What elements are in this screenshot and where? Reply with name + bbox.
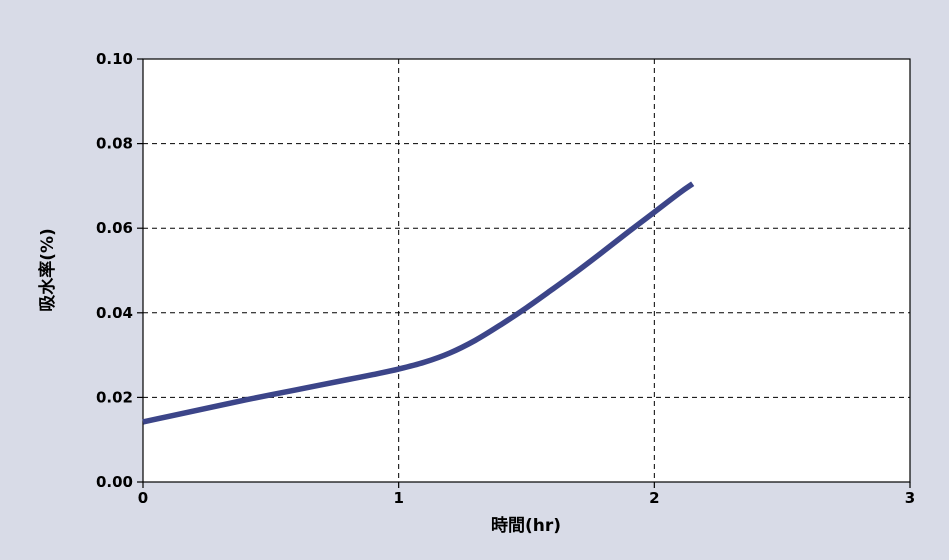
x-tick-label: 0 [138,489,148,507]
x-tick-label: 2 [649,489,659,507]
plot-border [142,58,911,483]
ticks: 0 1 2 3 0.00 0.02 0.04 0.06 0.08 0.10 [96,50,915,507]
x-tick-label: 3 [905,489,915,507]
y-tick-label: 0.10 [96,50,133,68]
x-axis-label: 時間(hr) [491,515,561,536]
x-tick-label: 1 [393,489,403,507]
plot-area [143,59,910,482]
y-tick-label: 0.00 [96,473,133,491]
series-line [142,181,695,425]
y-axis-label: 吸水率(%) [37,228,58,312]
series-group [142,181,695,425]
y-tick-label: 0.02 [96,388,133,406]
y-tick-label: 0.06 [96,219,133,237]
gridlines [143,59,910,482]
y-tick-label: 0.08 [96,135,133,153]
y-tick-label: 0.04 [96,304,133,322]
